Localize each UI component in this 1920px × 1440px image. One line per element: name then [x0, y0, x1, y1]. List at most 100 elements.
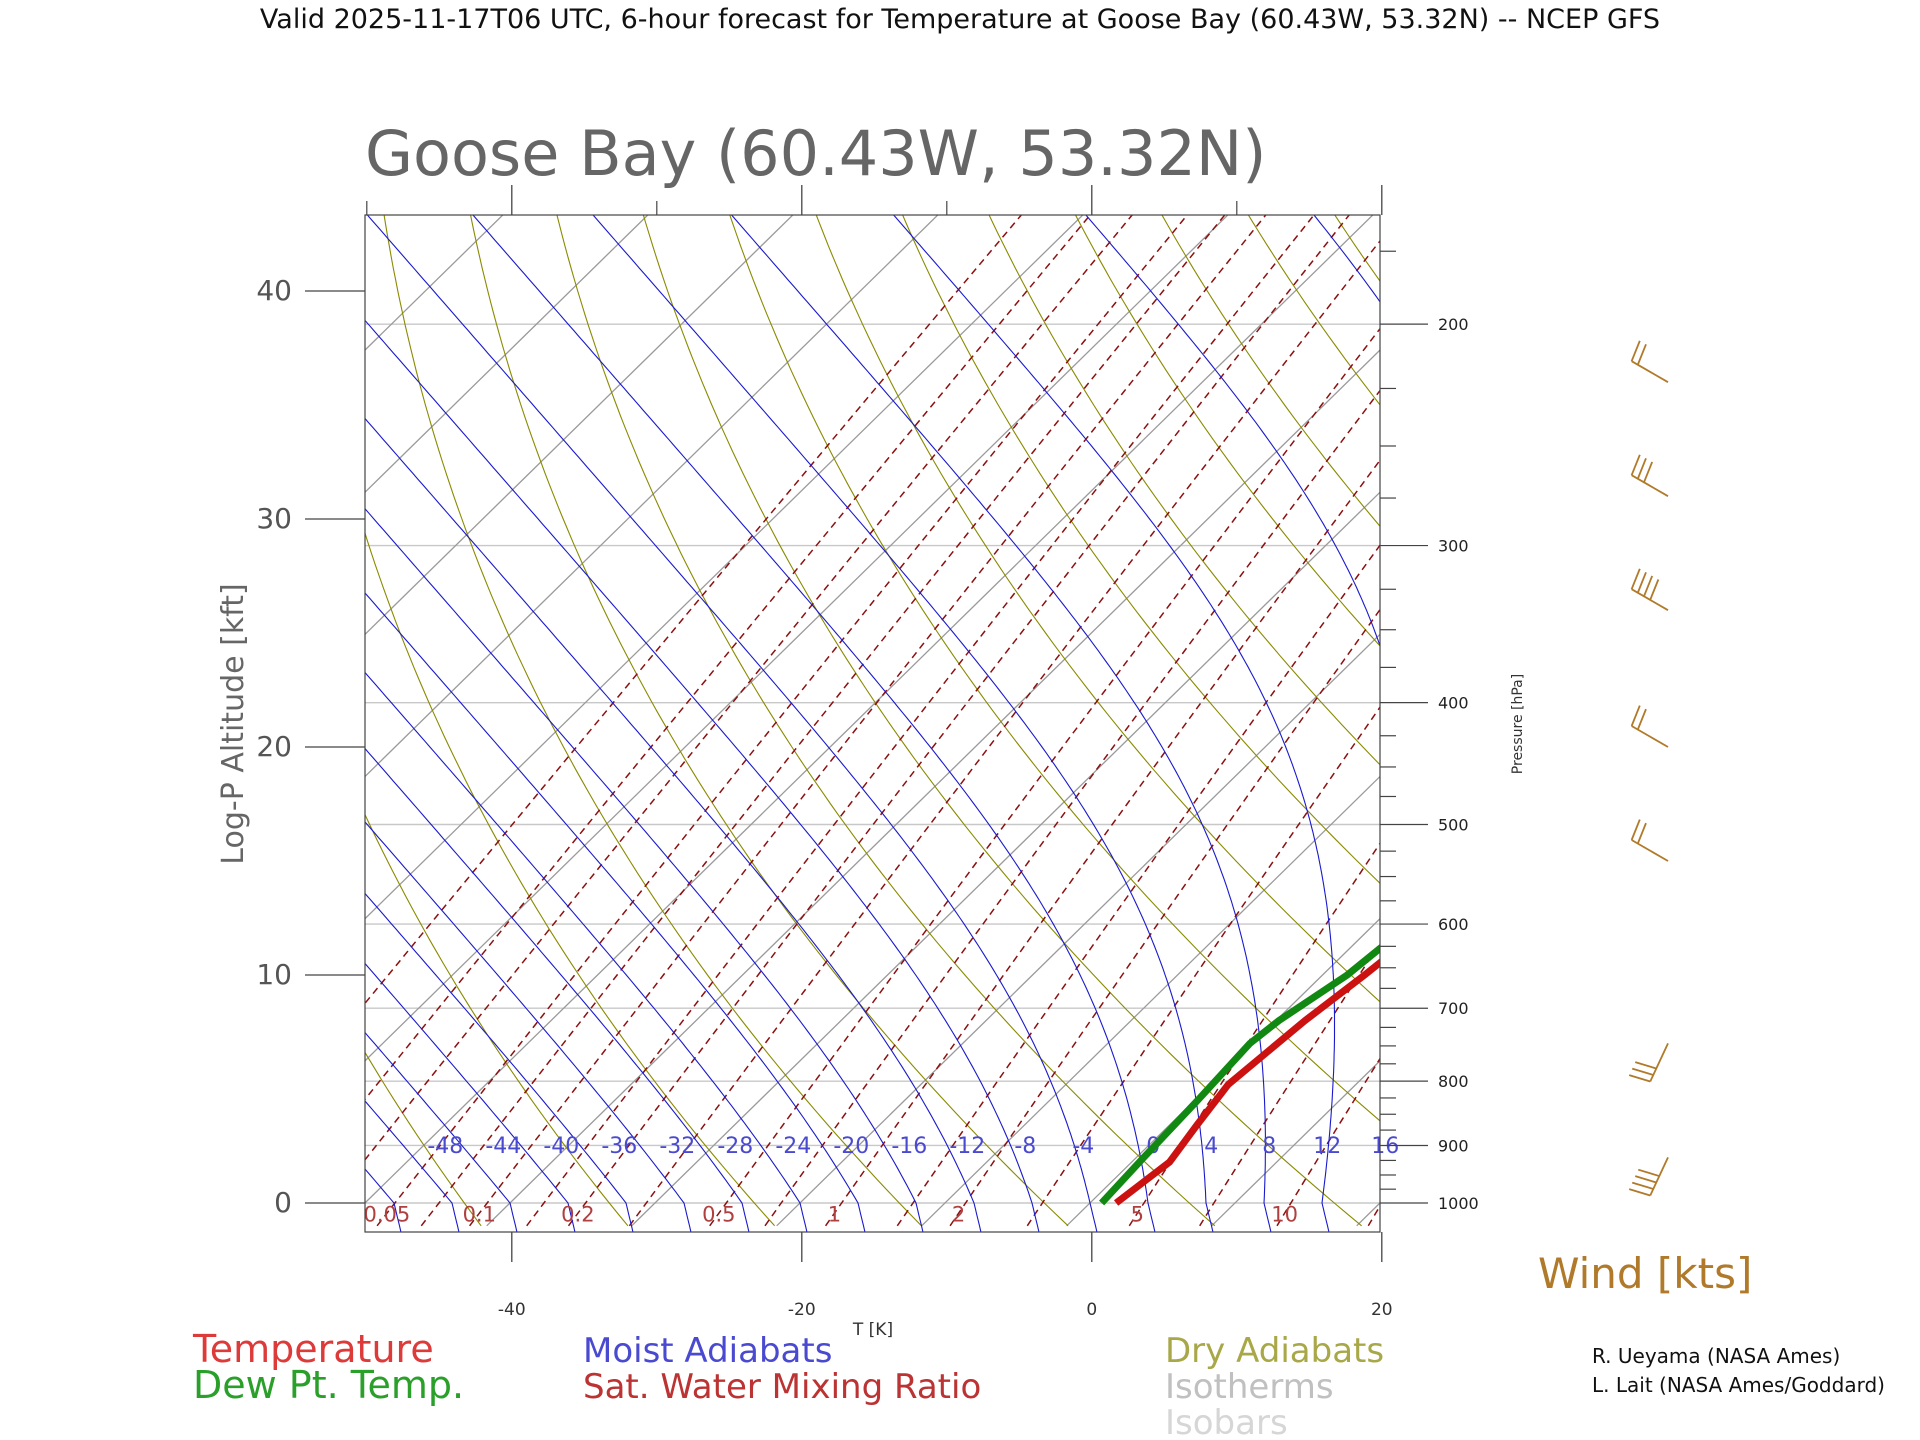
dry-adiabat-line	[1334, 215, 1380, 283]
wind-barb	[1630, 819, 1669, 862]
mixing-ratio-line	[824, 459, 1380, 1227]
altitude-tick-label: 20	[256, 730, 292, 763]
credit-line-1: R. Ueyama (NASA Ames)	[1592, 1344, 1840, 1368]
pressure-tick-label: 700	[1438, 999, 1469, 1018]
temp-tick-label: -20	[788, 1300, 816, 1320]
isotherm-line	[0, 200, 373, 1226]
y-axis-label: Log-P Altitude [kft]	[216, 583, 251, 864]
isotherm-line	[0, 200, 83, 1226]
profile-lines	[1099, 943, 1380, 1206]
mixing-ratio-line	[1128, 842, 1380, 1227]
mixing-ratio-label: 5	[1131, 1202, 1144, 1226]
temp-tick-label: -40	[498, 1300, 526, 1320]
pressure-tick-label: 300	[1438, 537, 1469, 556]
moist-adiabat-line	[365, 1168, 402, 1232]
legend-isotherms: Isotherms	[1165, 1367, 1334, 1407]
altitude-tick-label: 0	[274, 1186, 292, 1219]
isotherm-line	[365, 215, 1084, 920]
station-title: Goose Bay (60.43W, 53.32N)	[365, 117, 1266, 190]
background-lines	[0, 200, 1920, 1237]
mixing-ratio-line	[469, 215, 1267, 1227]
isotherm-line	[486, 349, 1380, 1227]
mixing-ratio-line	[376, 215, 1189, 1227]
isotherm-line	[365, 215, 504, 351]
dry-adiabat-line	[383, 215, 922, 1227]
dry-adiabat-line	[470, 215, 1069, 1227]
temp-tick-label: 20	[1371, 1300, 1393, 1320]
moist-adiabat-label: -40	[543, 1134, 579, 1159]
dry-adiabat-line	[815, 215, 1380, 1003]
moist-adiabat-label: 8	[1262, 1134, 1276, 1159]
dry-adiabat-line	[729, 215, 1380, 1122]
dry-adiabat-line	[1850, 211, 1920, 1226]
moist-adiabat-line	[365, 962, 576, 1232]
legend-dry: Dry Adiabats	[1165, 1331, 1384, 1371]
isotherm-line	[365, 215, 649, 494]
moist-adiabat-line	[472, 215, 1156, 1232]
dry-adiabat-line	[556, 215, 1216, 1227]
wind-barb	[1628, 1157, 1669, 1197]
mixing-ratio-labels: 0.05 0.1 0.2 0.5 1 2 5 10	[363, 1202, 1297, 1226]
pressure-tick-label: 900	[1438, 1136, 1469, 1155]
wind-barb	[1630, 568, 1669, 611]
isotherm-line	[921, 775, 1380, 1227]
wind-barb	[1630, 340, 1669, 383]
temperature-profile	[1113, 958, 1380, 1206]
wind-barbs	[1628, 340, 1669, 1197]
moist-adiabat-line	[0, 200, 228, 1237]
moist-adiabat-line	[0, 200, 344, 1237]
altitude-tick-label: 10	[256, 958, 292, 991]
moist-adiabat-label: -16	[891, 1134, 927, 1159]
isotherm-line	[776, 633, 1380, 1227]
dry-adiabat-line	[365, 813, 629, 1227]
altitude-tick-label: 30	[256, 502, 292, 535]
dry-adiabat-line	[365, 531, 776, 1227]
isotherm-line	[365, 215, 1374, 1204]
moist-adiabat-label: -32	[659, 1134, 695, 1159]
legend-moist: Moist Adiabats	[583, 1331, 832, 1371]
moist-adiabat-line	[365, 507, 924, 1232]
isotherm-line	[1066, 917, 1380, 1227]
moist-adiabat-label: 16	[1371, 1134, 1399, 1159]
wind-barb	[1630, 705, 1669, 748]
mixing-ratio-line	[420, 215, 1226, 1227]
pressure-axis-label: Pressure [hPa]	[1510, 674, 1526, 774]
moist-adiabat-line	[365, 892, 634, 1232]
moist-adiabat-line	[365, 319, 1040, 1232]
mixing-ratio-line	[567, 215, 1351, 1227]
pressure-tick-label: 200	[1438, 315, 1469, 334]
temperature-axis: -40 -20 0 20	[366, 185, 1393, 1320]
mixing-ratio-line	[1276, 1057, 1380, 1227]
x-axis-label: T [K]	[852, 1320, 893, 1340]
dry-adiabat-line	[1764, 211, 1920, 1226]
legend-isobars: Isobars	[1165, 1403, 1288, 1440]
moist-adiabat-line	[365, 592, 866, 1232]
moist-adiabat-label: 12	[1313, 1134, 1341, 1159]
dry-adiabat-line	[365, 1051, 482, 1227]
moist-adiabat-line	[365, 1031, 518, 1232]
moist-adiabat-label: -8	[1014, 1134, 1036, 1159]
dry-adiabat-line	[1161, 215, 1380, 528]
dry-adiabat-line	[1419, 211, 1920, 1226]
legend-dewpoint: Dew Pt. Temp.	[193, 1363, 464, 1407]
moist-adiabat-label: -44	[485, 1134, 521, 1159]
credit-line-2: L. Lait (NASA Ames/Goddard)	[1592, 1373, 1885, 1397]
mixing-ratio-line	[365, 215, 1092, 1101]
moist-adiabat-label: -24	[775, 1134, 811, 1159]
mixing-ratio-line	[764, 389, 1380, 1227]
moist-adiabat-label: -28	[717, 1134, 753, 1159]
mixing-ratio-line	[628, 239, 1380, 1227]
dry-adiabat-line	[1505, 211, 1920, 1226]
isotherm-line	[365, 215, 1229, 1062]
mixing-ratio-line	[365, 215, 1023, 1005]
mixing-ratio-label: 0.2	[561, 1202, 594, 1226]
pressure-tick-label: 600	[1438, 915, 1469, 934]
header-text: Valid 2025-11-17T06 UTC, 6-hour forecast…	[260, 4, 1660, 35]
moist-adiabat-label: -12	[949, 1134, 985, 1159]
pressure-tick-label: 500	[1438, 815, 1469, 834]
moist-adiabat-line	[892, 215, 1336, 1232]
isotherm-line	[631, 491, 1380, 1227]
moist-adiabat-label: -4	[1072, 1134, 1094, 1159]
mixing-ratio-line	[365, 215, 1134, 1161]
